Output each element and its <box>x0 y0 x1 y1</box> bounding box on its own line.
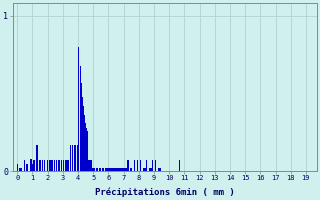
Bar <box>52 160 53 171</box>
Bar <box>143 168 144 171</box>
Bar <box>150 168 152 171</box>
Bar <box>109 168 111 171</box>
Bar <box>47 160 48 171</box>
Bar <box>42 160 43 171</box>
Bar <box>94 168 95 171</box>
Bar <box>106 168 108 171</box>
Bar <box>44 160 45 171</box>
Bar <box>111 168 112 171</box>
Bar <box>68 160 69 171</box>
Bar <box>17 164 18 171</box>
Bar <box>33 160 35 171</box>
Bar <box>103 168 105 171</box>
Bar <box>115 168 117 171</box>
Bar <box>102 168 103 171</box>
Bar <box>83 106 84 171</box>
Bar <box>144 168 146 171</box>
Bar <box>131 168 132 171</box>
Bar <box>99 168 100 171</box>
Bar <box>140 160 141 171</box>
Bar <box>85 123 86 171</box>
Bar <box>146 160 147 171</box>
Bar <box>24 160 26 171</box>
Bar <box>65 160 67 171</box>
Bar <box>74 145 76 171</box>
Bar <box>159 168 161 171</box>
Bar <box>70 145 71 171</box>
Bar <box>96 168 97 171</box>
Bar <box>124 168 126 171</box>
Bar <box>72 145 73 171</box>
Bar <box>81 83 82 171</box>
Bar <box>84 115 85 171</box>
Bar <box>60 160 62 171</box>
Bar <box>112 168 114 171</box>
Bar <box>80 66 81 171</box>
Bar <box>114 168 115 171</box>
Bar <box>36 145 38 171</box>
Bar <box>118 168 120 171</box>
Bar <box>56 160 57 171</box>
Bar <box>88 160 90 171</box>
Bar <box>126 168 127 171</box>
Bar <box>155 160 156 171</box>
Bar <box>149 168 150 171</box>
Bar <box>92 168 94 171</box>
Bar <box>152 160 153 171</box>
Bar <box>127 160 129 171</box>
Bar <box>19 168 20 171</box>
Bar <box>108 168 109 171</box>
Bar <box>158 168 159 171</box>
Bar <box>58 160 60 171</box>
Bar <box>121 168 123 171</box>
Bar <box>78 47 79 171</box>
Bar <box>97 168 99 171</box>
Bar <box>179 160 180 171</box>
Bar <box>133 160 135 171</box>
Bar <box>82 97 83 171</box>
Bar <box>76 145 78 171</box>
X-axis label: Précipitations 6min ( mm ): Précipitations 6min ( mm ) <box>95 187 235 197</box>
Bar <box>54 160 55 171</box>
Bar <box>63 160 64 171</box>
Bar <box>100 168 101 171</box>
Bar <box>32 164 33 171</box>
Bar <box>137 160 138 171</box>
Bar <box>39 160 41 171</box>
Bar <box>87 131 88 171</box>
Bar <box>123 168 124 171</box>
Bar <box>105 168 106 171</box>
Bar <box>30 159 32 171</box>
Bar <box>26 164 28 171</box>
Bar <box>120 168 121 171</box>
Bar <box>49 160 51 171</box>
Bar <box>91 160 92 171</box>
Bar <box>90 160 91 171</box>
Bar <box>117 168 118 171</box>
Bar <box>20 168 22 171</box>
Bar <box>86 128 87 171</box>
